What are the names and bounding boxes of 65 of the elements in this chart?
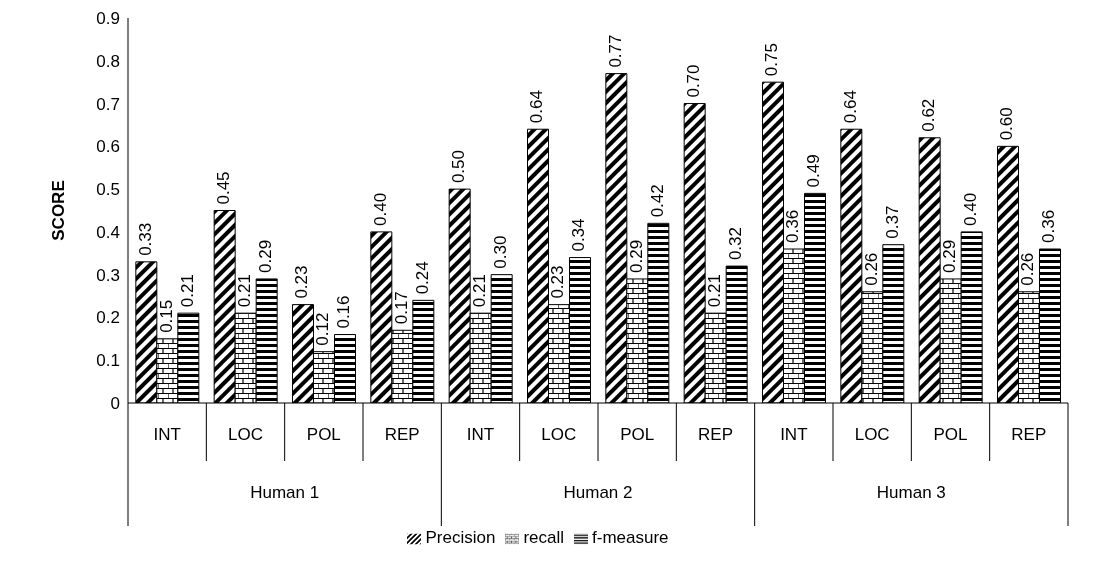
x-tick-label: INT: [780, 425, 808, 445]
x-tick-label: REP: [698, 425, 733, 445]
text: Human 2: [563, 483, 633, 503]
data-label: 0.24: [412, 261, 432, 295]
data-label: 0.29: [626, 239, 646, 273]
y-tick-label: 0.9: [96, 9, 120, 29]
y-tick-label: 0: [110, 394, 120, 414]
data-label: 0.70: [684, 64, 704, 98]
y-tick-label: 0.3: [96, 265, 120, 285]
y-tick-label: 0.2: [96, 308, 120, 328]
data-label: 0.50: [449, 150, 469, 184]
data-label: 0.40: [961, 192, 981, 226]
text: Human 3: [876, 483, 946, 503]
data-label: 0.30: [491, 235, 511, 269]
data-label: 0.45: [214, 171, 234, 205]
data-label: 0.21: [470, 274, 490, 308]
data-label: 0.36: [783, 209, 803, 243]
data-label: 0.40: [370, 192, 390, 226]
data-label: 0.29: [940, 239, 960, 273]
y-tick-label: 0.5: [96, 180, 120, 200]
data-label: 0.21: [177, 274, 197, 308]
y-tick-label: 0.7: [96, 94, 120, 114]
data-label: 0.26: [861, 252, 881, 286]
data-label: 0.21: [705, 274, 725, 308]
x-tick-label: INT: [466, 425, 495, 445]
x-tick-label: REP: [1011, 425, 1047, 445]
x-tick-label: LOC: [541, 425, 577, 445]
data-label: 0.60: [997, 107, 1017, 141]
data-label: 0.29: [256, 239, 276, 273]
data-label: 0.26: [1018, 252, 1038, 286]
text: Human 1: [250, 483, 320, 503]
x-tick-label: REP: [384, 425, 420, 445]
data-label: 0.64: [527, 90, 547, 124]
data-label: 0.23: [548, 265, 568, 299]
data-label: 0.62: [919, 98, 939, 132]
data-label: 0.15: [156, 299, 176, 333]
data-label: 0.64: [840, 90, 860, 124]
data-label: 0.17: [391, 291, 411, 325]
x-tick-label: INT: [153, 425, 181, 445]
data-label: 0.77: [605, 34, 625, 68]
legend-label: Precision: [425, 528, 496, 547]
x-tick-label: POL: [306, 425, 341, 445]
y-tick-label: 0.6: [96, 137, 120, 157]
data-label: 0.36: [1039, 209, 1059, 243]
data-label: 0.42: [647, 184, 667, 218]
data-label: 0.37: [882, 205, 902, 239]
legend-label: f-measure: [592, 528, 669, 547]
x-tick-label: POL: [933, 425, 968, 445]
y-axis-title: SCORE: [49, 180, 69, 241]
data-label: 0.75: [762, 43, 782, 77]
data-label: 0.16: [334, 295, 354, 329]
data-label: 0.32: [726, 227, 746, 261]
y-tick-label: 0.8: [96, 51, 120, 71]
x-tick-label: LOC: [228, 425, 263, 445]
data-label: 0.49: [804, 154, 824, 188]
data-label: 0.21: [235, 274, 255, 308]
data-label: 0.34: [569, 218, 589, 252]
data-label: 0.12: [313, 312, 333, 346]
legend-label: recall: [523, 528, 564, 547]
y-tick-label: 0.1: [96, 351, 120, 371]
data-label: 0.23: [292, 265, 312, 299]
data-label: 0.33: [135, 222, 155, 256]
x-tick-label: POL: [620, 425, 655, 445]
y-tick-label: 0.4: [96, 222, 120, 242]
x-tick-label: LOC: [854, 425, 890, 445]
